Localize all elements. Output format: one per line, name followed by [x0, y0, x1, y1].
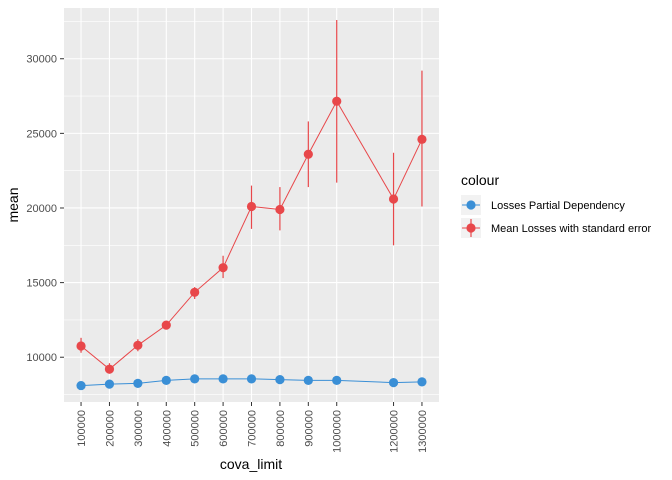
- x-tick-label: 500000: [190, 410, 202, 447]
- data-point: [332, 96, 342, 106]
- series-layer: [76, 19, 427, 391]
- y-tick-label: 25000: [26, 128, 57, 140]
- data-point: [303, 149, 313, 159]
- legend-item: Losses Partial Dependency: [461, 195, 625, 215]
- legend-label: Mean Losses with standard error: [491, 223, 652, 235]
- data-point: [104, 364, 115, 374]
- legend-item: Mean Losses with standard error: [461, 218, 652, 238]
- y-tick-label: 30000: [26, 54, 57, 66]
- x-tick-label: 900000: [303, 410, 315, 447]
- x-axis-title: cova_limit: [220, 456, 282, 472]
- legend-items: Losses Partial Dependency Mean Losses wit…: [461, 195, 652, 238]
- data-point: [218, 374, 228, 384]
- data-point: [246, 374, 257, 384]
- data-point: [275, 375, 285, 385]
- data-point: [190, 287, 200, 297]
- data-point: [303, 375, 313, 385]
- data-point: [104, 379, 115, 389]
- y-tick-labels: 10000 15000 20000 25000 30000: [26, 54, 57, 364]
- y-tick-label: 20000: [26, 203, 57, 215]
- x-tick-label: 1300000: [417, 410, 429, 453]
- data-point: [388, 377, 399, 388]
- data-point: [133, 340, 143, 350]
- x-tick-label: 100000: [76, 410, 88, 447]
- x-tick-label: 600000: [218, 410, 230, 447]
- y-axis-title: mean: [5, 187, 21, 222]
- y-tick-label: 10000: [26, 352, 57, 364]
- legend-title: colour: [461, 172, 499, 188]
- data-point: [388, 194, 399, 204]
- data-point: [76, 380, 86, 391]
- legend-key-point: [466, 223, 476, 233]
- legend-label: Losses Partial Dependency: [491, 200, 625, 212]
- data-point: [417, 377, 427, 387]
- data-point: [218, 263, 228, 273]
- series-1: [76, 374, 427, 391]
- data-point: [161, 320, 171, 330]
- x-tick-label: 1000000: [332, 410, 344, 453]
- series-line: [81, 378, 422, 387]
- data-point: [133, 378, 143, 388]
- data-point: [332, 375, 342, 385]
- x-tick-label: 400000: [161, 410, 173, 447]
- data-point: [246, 201, 257, 212]
- data-point: [161, 375, 171, 385]
- y-tick-label: 15000: [26, 278, 57, 290]
- data-point: [417, 134, 427, 144]
- legend: colour Losses Partial Dependency Mean Los…: [461, 172, 652, 238]
- x-tick-label: 1200000: [389, 410, 401, 453]
- data-point: [275, 204, 285, 215]
- data-point: [190, 374, 200, 384]
- x-tick-label: 200000: [104, 410, 116, 447]
- axis-ticks: [60, 58, 423, 406]
- x-tick-label: 300000: [133, 410, 145, 447]
- series-line: [80, 100, 423, 370]
- series-2: [76, 19, 427, 374]
- x-tick-label: 800000: [275, 410, 287, 447]
- x-tick-labels: 100000 200000 300000 400000 500000 600000 7000…: [76, 410, 429, 453]
- legend-key-point: [466, 200, 476, 210]
- x-tick-label: 700000: [247, 410, 259, 447]
- data-point: [76, 341, 86, 351]
